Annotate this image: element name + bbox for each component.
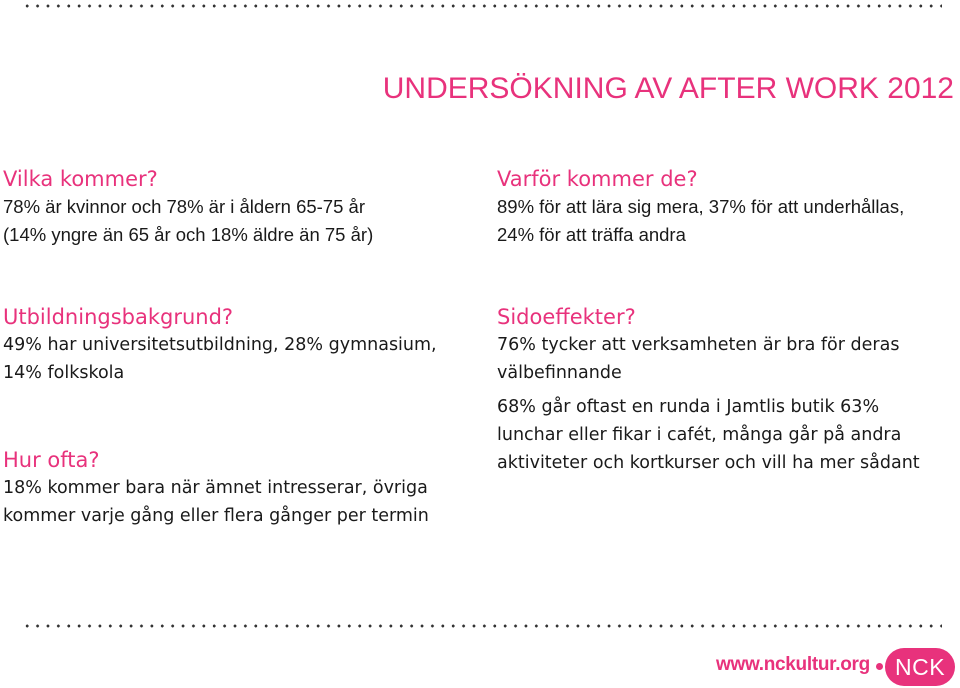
section-education-heading: Utbildningsbakgrund? [3, 305, 234, 329]
section-who-line-2: (14% yngre än 65 år och 18% äldre än 75 … [3, 224, 374, 245]
logo-dot-icon [876, 663, 883, 670]
section-education-text: 49% har universitetsutbildning, 28% gymn… [3, 335, 437, 383]
section-side-effects-paragraph-1: 76% tycker att verksamheten är bra för d… [497, 335, 900, 383]
section-education: Utbildningsbakgrund? 49% har universitet… [3, 303, 463, 387]
section-who-line-1: 78% är kvinnor och 78% är i åldern 65-75… [3, 196, 365, 217]
section-side-effects-heading: Sidoeffekter? [497, 305, 636, 329]
website-link[interactable]: www.nckultur.org [716, 654, 870, 675]
bottom-dotted-divider [22, 623, 942, 629]
section-why-text: 89% för att lära sig mera, 37% för att u… [497, 196, 905, 245]
section-why: Varför kommer de? 89% för att lära sig m… [497, 165, 937, 249]
section-frequency-text: 18% kommer bara när ämnet intresserar, ö… [3, 478, 429, 526]
section-who-heading: Vilka kommer? [3, 167, 158, 191]
page-title: UNDERSÖKNING AV AFTER WORK 2012 [382, 72, 954, 105]
nck-logo: NCK [876, 648, 956, 686]
top-dotted-divider [22, 3, 942, 9]
section-why-heading: Varför kommer de? [497, 167, 698, 191]
logo-text: NCK [885, 648, 955, 686]
section-who: Vilka kommer? 78% är kvinnor och 78% är … [3, 165, 463, 249]
section-side-effects: Sidoeffekter? 76% tycker att verksamhete… [497, 303, 947, 477]
section-frequency: Hur ofta? 18% kommer bara när ämnet intr… [3, 446, 463, 530]
section-side-effects-paragraph-2: 68% går oftast en runda i Jamtlis butik … [497, 397, 920, 473]
section-frequency-heading: Hur ofta? [3, 448, 100, 472]
